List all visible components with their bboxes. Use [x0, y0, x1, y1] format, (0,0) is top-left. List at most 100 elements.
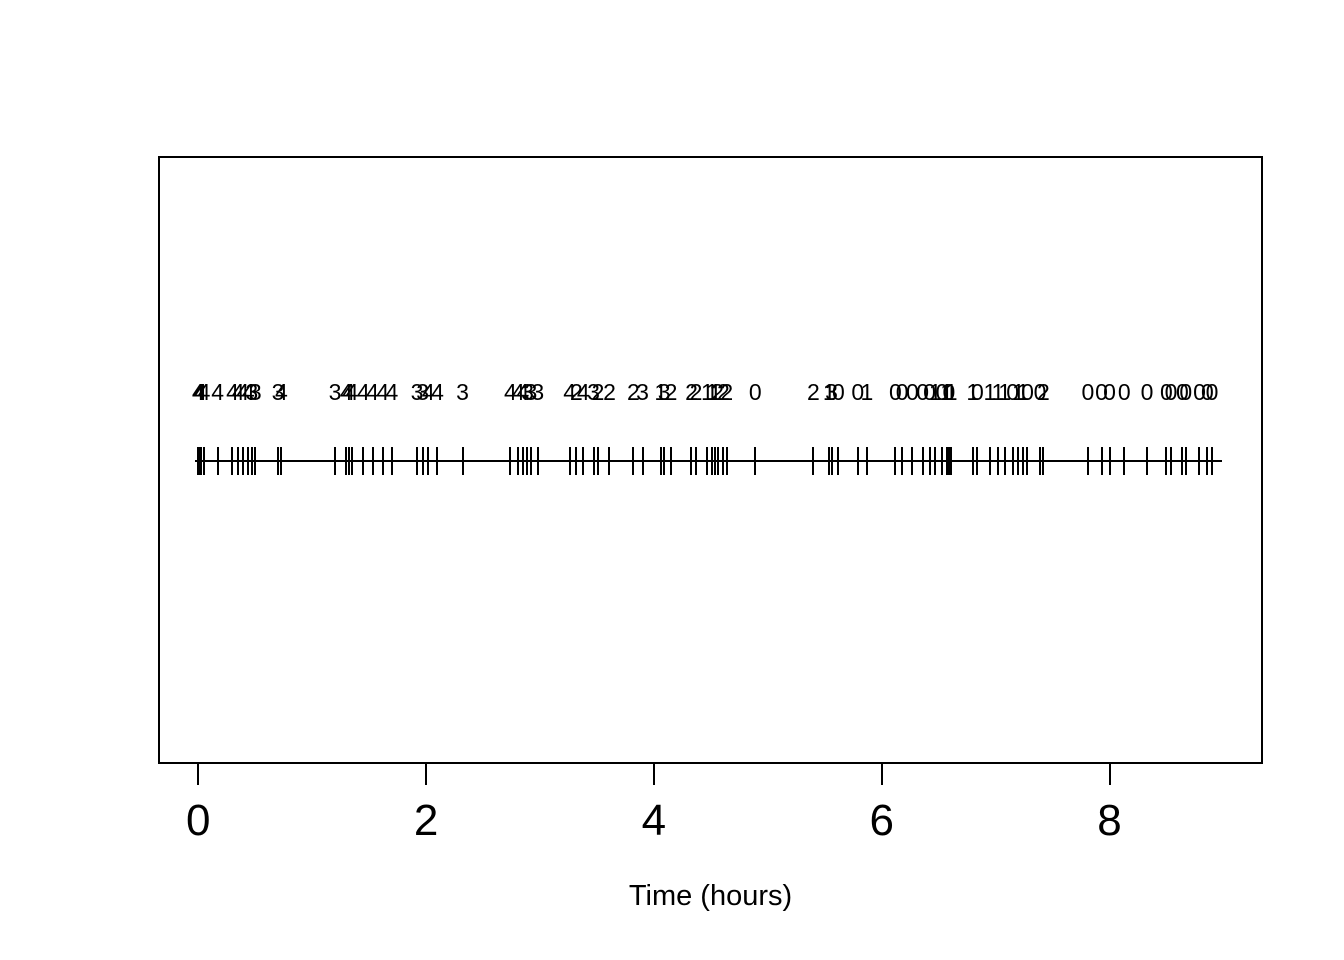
event-rug-tick: [996, 447, 999, 475]
event-count-label: 4: [357, 379, 370, 405]
event-count-label: 2: [689, 379, 703, 405]
event-rug-tick: [362, 447, 365, 475]
event-rug-tick: [1206, 447, 1209, 475]
event-count-label: 0: [1179, 379, 1193, 405]
event-count-label: 2: [664, 379, 678, 405]
event-rug-tick: [202, 447, 205, 475]
event-rug-tick: [1170, 447, 1172, 475]
event-count-label: 1: [966, 379, 980, 405]
event-count-label: 3: [524, 379, 538, 405]
event-count-label: 4: [345, 379, 359, 405]
event-rug-tick: [1181, 447, 1184, 475]
event-count-label: 3: [456, 379, 469, 405]
event-rug-tick: [247, 447, 250, 475]
event-count-label: 0: [895, 379, 909, 405]
event-count-label: 3: [587, 379, 600, 405]
event-rug-tick: [415, 447, 418, 475]
event-count-label: 0: [923, 379, 936, 405]
event-count-label: 4: [431, 379, 444, 405]
event-rug-tick: [710, 447, 713, 475]
event-count-label: 2: [626, 379, 640, 405]
event-count-label: 4: [242, 379, 255, 405]
event-count-label: 3: [271, 379, 285, 405]
event-rug-tick: [521, 447, 524, 475]
event-count-label: 1: [998, 379, 1012, 405]
event-rug-tick: [237, 447, 240, 475]
event-count-label: 0: [1205, 379, 1219, 405]
event-rug-tick: [865, 447, 868, 475]
event-rug-tick: [1123, 447, 1126, 475]
event-rug-tick: [347, 447, 350, 475]
event-count-label: 1: [708, 379, 722, 405]
event-rug-tick: [988, 447, 991, 475]
event-count-label: 0: [832, 379, 845, 405]
event-count-label: 0: [888, 379, 902, 405]
event-count-label: 4: [385, 379, 399, 405]
x-axis-tick: [652, 763, 655, 785]
event-count-label: 0: [1193, 379, 1206, 405]
event-rug-tick: [608, 447, 611, 475]
event-count-label: 0: [1033, 379, 1047, 405]
x-axis-tick: [425, 763, 428, 785]
event-rug-tick: [1108, 447, 1111, 475]
event-count-label: 1: [701, 379, 714, 405]
event-count-label: 1: [983, 379, 997, 405]
event-count-label: 3: [245, 379, 259, 405]
event-rug-tick: [714, 447, 717, 475]
event-count-label: 4: [421, 379, 435, 405]
rug-baseline: [195, 460, 1222, 462]
event-rug-tick: [950, 447, 953, 475]
event-rug-tick: [641, 447, 644, 475]
event-count-label: 4: [194, 379, 207, 405]
x-axis-tick-label: 2: [413, 796, 439, 845]
event-count-label: 2: [720, 379, 734, 405]
event-rug-tick: [706, 447, 709, 475]
event-rug-tick: [1211, 447, 1213, 475]
event-count-label: 1: [822, 379, 836, 405]
event-count-label: 0: [748, 379, 762, 405]
event-rug-tick: [597, 447, 600, 475]
event-count-label: 0: [942, 379, 956, 405]
x-axis-tick-label: 6: [869, 796, 894, 845]
event-rug-tick: [436, 447, 439, 475]
event-count-label: 0: [1006, 379, 1020, 405]
event-rug-tick: [971, 447, 974, 475]
event-count-label: 4: [226, 379, 239, 405]
event-count-label: 4: [236, 379, 250, 405]
event-count-label: 3: [531, 379, 545, 405]
event-count-label: 1: [991, 379, 1005, 405]
event-rug-tick: [509, 447, 512, 475]
event-rug-tick: [754, 447, 757, 475]
event-count-label: 4: [516, 379, 530, 405]
event-rug-tick: [663, 447, 666, 475]
x-axis-tick: [1108, 763, 1111, 785]
event-count-label: 3: [521, 379, 534, 405]
event-rug-tick: [837, 447, 840, 475]
event-count-label: 1: [860, 379, 874, 405]
event-count-label: 0: [1103, 379, 1116, 405]
event-count-label: 3: [328, 379, 342, 405]
event-rug-tick: [901, 447, 904, 475]
event-count-label: 0: [1164, 379, 1178, 405]
event-rug-tick: [241, 447, 244, 475]
event-rug-tick: [976, 447, 979, 475]
event-count-label: 1: [1011, 379, 1025, 405]
event-rug-tick: [894, 447, 897, 475]
x-axis-tick-label: 0: [186, 796, 211, 845]
event-count-label: 2: [591, 379, 605, 405]
event-count-label: 1: [928, 379, 942, 405]
event-count-label: 1: [944, 379, 958, 405]
event-count-label: 3: [825, 379, 838, 405]
event-rug-tick: [690, 447, 693, 475]
event-count-label: 4: [197, 379, 211, 405]
event-count-label: 4: [193, 379, 206, 405]
event-count-label: 0: [1081, 379, 1095, 405]
event-rug-tick: [1146, 447, 1149, 475]
event-rug-tick: [427, 447, 430, 475]
event-rug-tick: [526, 447, 529, 475]
event-count-label: 2: [685, 379, 698, 405]
event-count-label: 0: [1175, 379, 1189, 405]
event-count-label: 1: [1016, 379, 1030, 405]
event-rug-tick: [1039, 447, 1042, 475]
event-rug-tick: [390, 447, 393, 475]
